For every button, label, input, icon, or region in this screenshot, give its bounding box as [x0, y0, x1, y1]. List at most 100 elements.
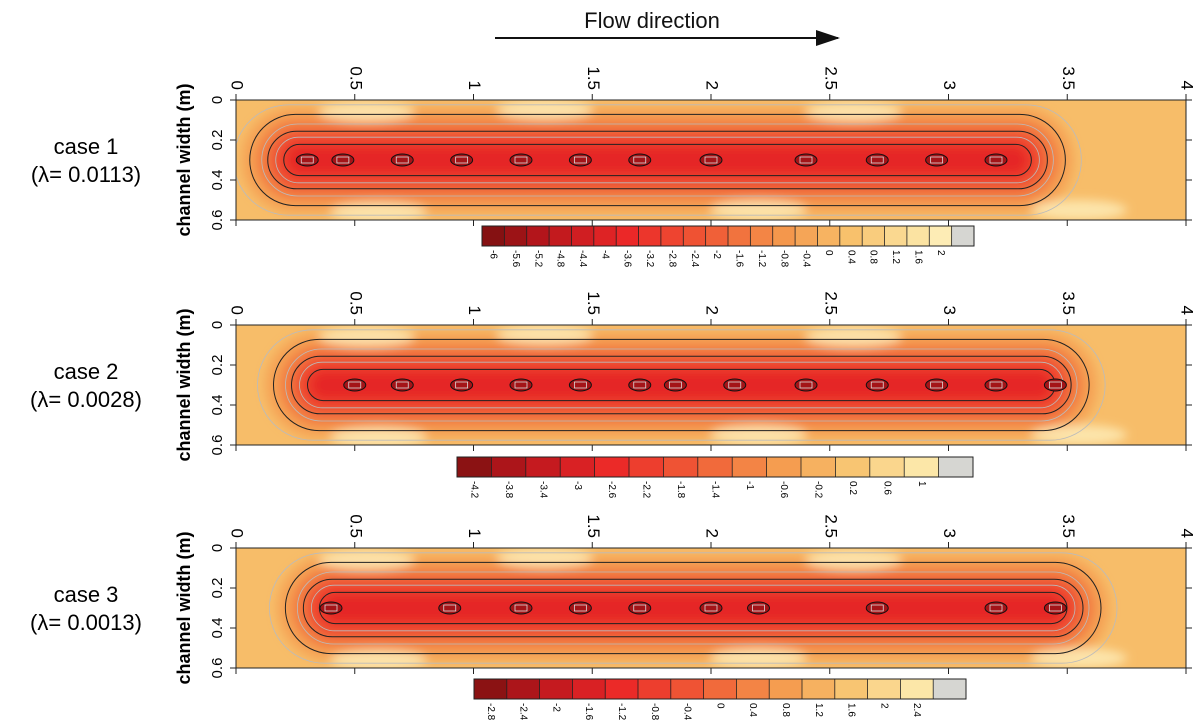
- x-tick-label: 2: [703, 529, 722, 538]
- scour-spot: [450, 153, 474, 167]
- colorbar-segment: [750, 226, 774, 246]
- case-label: case 3: [54, 582, 119, 607]
- colorbar-tick-label: -0.4: [801, 250, 812, 268]
- colorbar-tick-label: -6: [488, 250, 499, 259]
- scour-spot: [865, 601, 889, 615]
- bank-patch: [330, 427, 427, 445]
- colorbar-tick-label: -4.8: [555, 250, 566, 268]
- bank-patch: [710, 648, 807, 668]
- scour-spot-inner: [989, 381, 1003, 389]
- contour-line: [318, 591, 1068, 625]
- panel-case-1: case 1 (λ= 0.0113) channel width (m) 0 0.…: [31, 66, 1197, 267]
- x-tick-label: 0: [228, 529, 247, 538]
- scour-spot: [1043, 378, 1067, 392]
- colorbar-tick-label: 1: [916, 481, 927, 487]
- colorbar-segment: [884, 226, 908, 246]
- colorbar-segment: [697, 457, 733, 477]
- colorbar-tick-label: -0.4: [682, 703, 693, 721]
- colorbar-tick-label: -4.2: [469, 481, 480, 499]
- x-tick-label: 0.5: [346, 514, 365, 538]
- scour-spot-inner: [455, 156, 469, 164]
- x-tick-label: 2.5: [821, 514, 840, 538]
- colorbar-tick-label: 0.8: [868, 250, 879, 264]
- scour-spot: [723, 378, 747, 392]
- colorbar-tick-label: -1: [744, 481, 755, 490]
- colorbar-frame: [456, 456, 974, 478]
- y-tick-label: 0.2: [209, 355, 226, 376]
- panel-case-3: case 3 (λ= 0.0013) channel width (m) 0 0.…: [30, 514, 1196, 720]
- colorbar-segment: [504, 226, 528, 246]
- x-tick-label: 1.5: [584, 514, 603, 538]
- scour-spot: [984, 378, 1008, 392]
- colorbar: -2.8 -2.4 -2 -1.6 -1.2 -0.8 -0.4 0 0.4 0.8 1.2 1.6 2…: [473, 678, 967, 721]
- scour-spot: [925, 378, 949, 392]
- scour-spot-inner: [930, 381, 944, 389]
- scour-spot: [925, 153, 949, 167]
- bank-patch: [1031, 200, 1128, 220]
- axes: 0 0.5 1 1.5 2 2.5 3 3.5 4 0 0.2 0.4 0.6: [209, 291, 1197, 455]
- colorbar-tick-label: -4.4: [577, 250, 588, 268]
- scour-spot: [794, 378, 818, 392]
- colorbar-segment: [817, 226, 841, 246]
- colorbar: -6 -5.6 -5.2 -4.8 -4.4 -4 -3.6 -3.2 -2.8 -2.4 -2 -1…: [481, 225, 975, 268]
- colorbar-tick-label: -2: [711, 250, 722, 259]
- scour-spot: [509, 378, 533, 392]
- bank-patch: [710, 200, 807, 220]
- colorbar-tick-label: -1.8: [675, 481, 686, 499]
- y-axis-label: channel width (m): [174, 308, 194, 461]
- scour-spot: [865, 153, 889, 167]
- colorbar-tick-label: -1.2: [616, 703, 627, 721]
- contour-line: [283, 143, 1032, 177]
- heatmap-field: [236, 548, 1186, 668]
- scour-spot-inner: [455, 381, 469, 389]
- scour-spot-inner: [443, 604, 457, 612]
- colorbar-segment: [769, 679, 803, 699]
- x-tick-label: 3.5: [1059, 66, 1078, 90]
- colorbar-segment: [638, 226, 662, 246]
- depth-band: [325, 596, 1061, 620]
- scour-spot-inner: [728, 381, 742, 389]
- colorbar-segment: [938, 457, 974, 477]
- colorbar-tick-label: -2.4: [689, 250, 700, 268]
- x-tick-label: 1.5: [584, 291, 603, 315]
- colorbar-segment: [795, 226, 818, 246]
- scour-spot-inner: [514, 381, 528, 389]
- x-tick-label: 1.5: [584, 66, 603, 90]
- scour-spot-inner: [989, 156, 1003, 164]
- colorbar-tick-label: -2.4: [518, 703, 529, 721]
- colorbar-segment: [629, 457, 664, 477]
- colorbar-tick-label: 0.4: [845, 250, 856, 264]
- colorbar-segment: [839, 226, 863, 246]
- scour-spot-inner: [573, 156, 587, 164]
- panel-case-2: case 2 (λ= 0.0028) channel width (m) 0 0.…: [30, 291, 1196, 498]
- x-tick-label: 3.5: [1059, 291, 1078, 315]
- colorbar-tick-label: 0.6: [881, 481, 892, 495]
- x-tick-label: 3: [940, 306, 959, 315]
- scour-spot-inner: [324, 604, 338, 612]
- colorbar-tick-label: 2.4: [911, 703, 922, 717]
- colorbar-segment: [457, 457, 492, 477]
- colorbar-tick-label: 0: [714, 703, 725, 709]
- colorbar-segment: [539, 679, 573, 699]
- colorbar-segment: [638, 679, 672, 699]
- x-tick-label: 0.5: [346, 291, 365, 315]
- bank-patch: [496, 100, 593, 120]
- scour-spot: [450, 378, 474, 392]
- colorbar-segment: [869, 457, 905, 477]
- colorbar-tick-label: -2: [550, 703, 561, 712]
- scour-spot-inner: [1048, 604, 1062, 612]
- colorbar-segment: [728, 226, 751, 246]
- colorbar-tick-label: 0: [823, 250, 834, 256]
- contour-line-minor: [268, 552, 1118, 664]
- bank-patch: [710, 425, 807, 445]
- colorbar-segment: [772, 226, 796, 246]
- y-tick-label: 0.2: [209, 130, 226, 151]
- x-tick-label: 2: [703, 81, 722, 90]
- scour-spot: [568, 601, 592, 615]
- scour-spot: [343, 378, 367, 392]
- scour-spot: [509, 153, 533, 167]
- x-tick-label: 3.5: [1059, 514, 1078, 538]
- colorbar-segment: [867, 679, 901, 699]
- scour-spot-inner: [870, 604, 884, 612]
